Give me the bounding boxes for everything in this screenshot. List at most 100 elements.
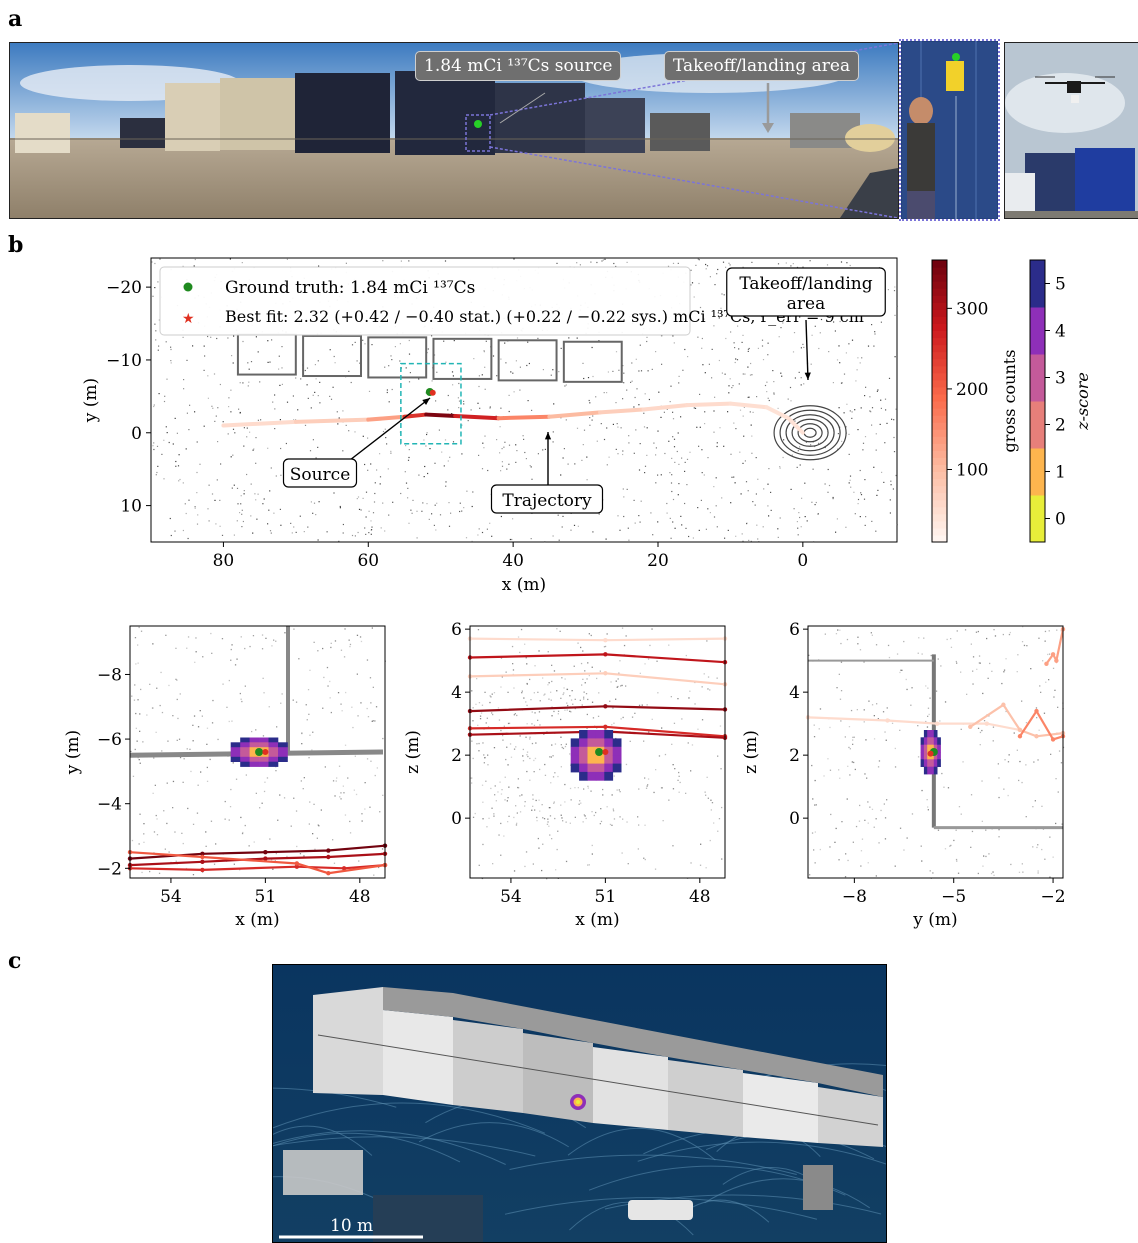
zoom-lidar-point xyxy=(281,693,283,695)
lidar-point xyxy=(607,371,609,373)
zoom-lidar-point xyxy=(161,750,163,752)
zoom-lidar-point xyxy=(1016,749,1018,751)
lidar-point xyxy=(207,508,209,510)
lidar-point xyxy=(846,403,848,405)
zoom-lidar-point xyxy=(138,843,140,845)
lidar-point xyxy=(447,409,449,411)
y-tick-label: 0 xyxy=(131,424,142,444)
lidar-point xyxy=(824,483,826,485)
lidar-point xyxy=(342,450,344,452)
lidar-point xyxy=(250,361,253,363)
lidar-point xyxy=(186,359,188,361)
lidar-point xyxy=(227,433,229,435)
counts-colorbar-tick-label: 300 xyxy=(956,299,988,319)
lidar-point xyxy=(742,334,744,336)
lidar-point xyxy=(794,377,796,379)
zoom-lidar-point xyxy=(316,837,318,839)
lidar-point xyxy=(854,409,856,411)
zoom-lidar-point xyxy=(526,663,528,665)
zoom-lidar-point xyxy=(525,736,527,738)
zoom-lidar-point xyxy=(317,824,319,826)
zoom-lidar-point xyxy=(998,829,1000,831)
lidar-point xyxy=(672,411,674,413)
counts-colorbar-step xyxy=(932,351,947,360)
takeoff-landing-callout: Takeoff/landing area xyxy=(664,51,860,81)
counts-colorbar-step xyxy=(932,323,947,331)
zoom-lidar-point xyxy=(687,742,689,744)
lidar-point xyxy=(489,522,491,524)
zoom-lidar-point xyxy=(956,860,958,862)
zoom-lidar-point xyxy=(921,653,923,655)
lidar-point xyxy=(286,401,289,403)
lidar-point xyxy=(650,512,652,514)
lidar-point xyxy=(405,367,407,369)
lidar-point xyxy=(400,492,402,495)
lidar-point xyxy=(170,348,172,351)
lidar-point xyxy=(259,381,261,383)
lidar-point xyxy=(152,295,154,297)
lidar-point xyxy=(281,346,283,348)
counts-colorbar-step xyxy=(932,260,947,268)
zoom-lidar-point xyxy=(864,773,866,775)
zoom-lidar-point xyxy=(878,842,880,844)
lidar-point xyxy=(800,377,802,379)
lidar-point xyxy=(508,394,510,396)
zoom-lidar-point xyxy=(479,715,482,717)
lidar-point xyxy=(810,444,812,446)
lidar-point xyxy=(426,352,428,354)
zoom-lidar-point xyxy=(205,831,207,833)
lidar-point xyxy=(267,361,269,363)
lidar-point xyxy=(697,258,699,260)
lidar-point xyxy=(583,429,586,431)
lidar-point xyxy=(851,417,853,419)
zoom-trajectory-point xyxy=(200,859,205,865)
zscore-colorbar-tick-label: 4 xyxy=(1055,322,1066,342)
zoom-lidar-point xyxy=(993,629,995,631)
zoom-lidar-point xyxy=(275,852,277,855)
zoom-lidar-point xyxy=(651,628,653,630)
zoom-lidar-point xyxy=(255,729,257,731)
zscore-cell xyxy=(240,756,250,762)
zoom-lidar-point xyxy=(560,736,562,738)
lidar-point xyxy=(800,384,802,386)
lidar-point xyxy=(552,535,554,537)
zoom-lidar-point xyxy=(501,676,503,678)
zoom-lidar-point xyxy=(977,630,979,633)
lidar-point xyxy=(203,345,205,347)
lidar-point xyxy=(735,358,737,360)
zoom-lidar-point xyxy=(249,645,251,648)
zoom-lidar-point xyxy=(1005,658,1007,660)
zoom-lidar-point xyxy=(1026,645,1028,647)
zoom-lidar-point xyxy=(478,750,480,752)
legend-box xyxy=(159,266,691,336)
zoom-lidar-point xyxy=(1007,794,1009,797)
zoom-lidar-point xyxy=(534,665,536,667)
lidar-point xyxy=(730,502,732,504)
lidar-point xyxy=(388,514,390,516)
lidar-point xyxy=(804,516,806,518)
lidar-point xyxy=(496,375,498,377)
lidar-point xyxy=(157,465,159,467)
lidar-point xyxy=(721,293,723,295)
zoom-lidar-point xyxy=(870,632,872,634)
lidar-swirl xyxy=(273,1132,461,1163)
zoom-lidar-point xyxy=(811,832,814,834)
lidar-point xyxy=(884,398,887,400)
lidar-point xyxy=(871,424,873,426)
lidar-point xyxy=(477,402,479,404)
counts-colorbar-step xyxy=(932,372,947,381)
lidar-point xyxy=(612,423,614,425)
lidar-point xyxy=(749,374,752,376)
zscore-cell xyxy=(927,730,931,738)
zoom-lidar-point xyxy=(505,758,507,761)
lidar-point xyxy=(742,373,744,375)
lidar-point xyxy=(639,443,641,445)
zscore-cell xyxy=(579,746,588,756)
lidar-point xyxy=(589,417,591,419)
zoom-lidar-point xyxy=(548,807,550,809)
zoom-lidar-point xyxy=(135,727,137,729)
zscore-cell xyxy=(587,771,597,781)
lidar-point xyxy=(436,371,438,373)
lidar-point xyxy=(673,438,676,440)
